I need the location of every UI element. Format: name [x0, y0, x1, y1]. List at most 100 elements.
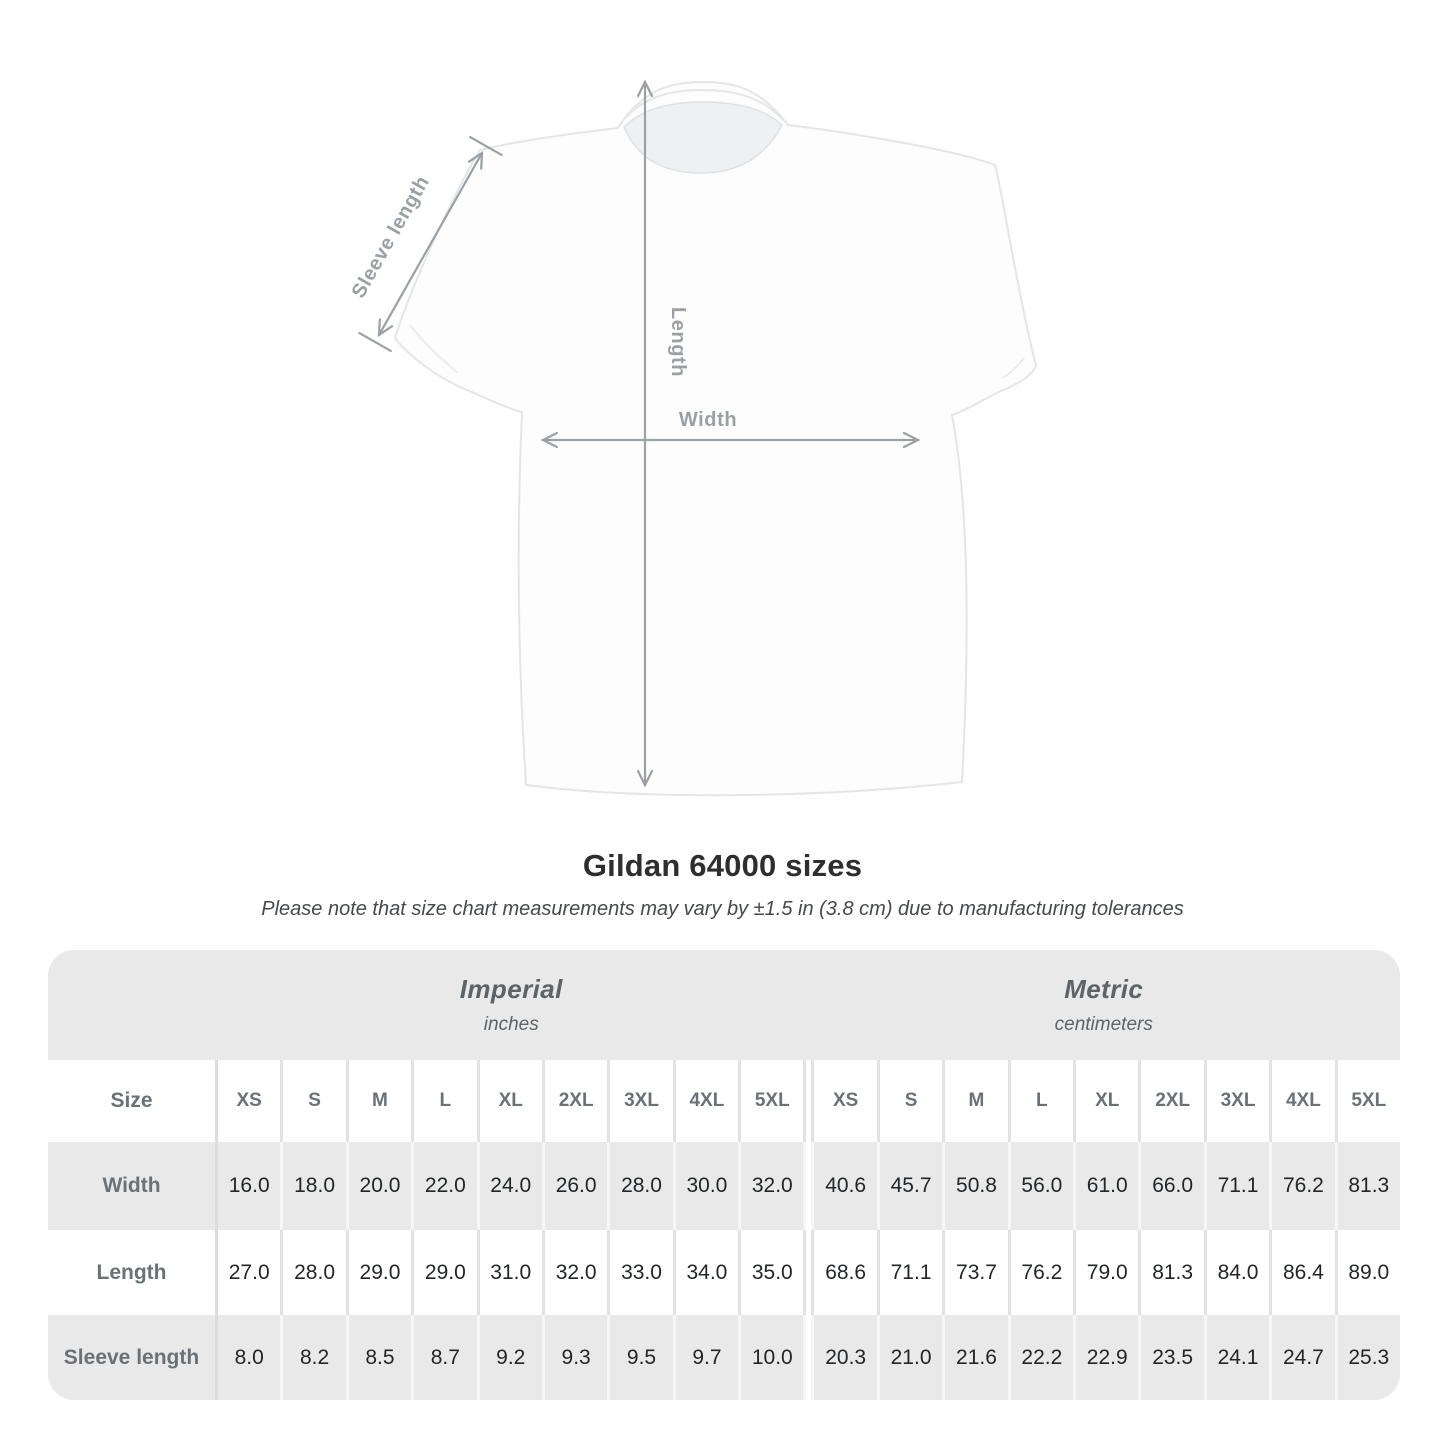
left-cuff-seam [409, 324, 459, 374]
value-cell: 61.0 [1073, 1142, 1138, 1230]
tshirt-measurement-diagram: Width Length Sleeve length [348, 79, 1038, 797]
value-cell: 28.0 [280, 1230, 345, 1315]
col-header-metric-l: L [1007, 1060, 1073, 1142]
value-cell: 26.0 [541, 1142, 607, 1230]
sleeve-length-dimension-arrow [358, 136, 503, 352]
value-cell: 35.0 [738, 1230, 803, 1315]
value-cell: 20.0 [345, 1142, 411, 1230]
value-cell: 24.0 [476, 1142, 542, 1230]
group-divider [803, 1315, 812, 1400]
group-divider [803, 1060, 812, 1142]
tolerance-note: Please note that size chart measurements… [261, 898, 1184, 920]
value-cell: 89.0 [1334, 1230, 1400, 1315]
value-cell: 10.0 [738, 1315, 803, 1400]
col-header-imperial-5xl: 5XL [738, 1060, 803, 1142]
col-header-metric-5xl: 5XL [1334, 1060, 1400, 1142]
value-cell: 32.0 [541, 1230, 607, 1315]
group-divider [803, 1142, 812, 1230]
value-cell: 81.3 [1138, 1230, 1203, 1315]
table-row-sleeve-length: Sleeve length 8.0 8.2 8.5 8.7 9.2 9.3 9.… [48, 1315, 1400, 1400]
value-cell: 28.0 [607, 1142, 672, 1230]
value-cell: 21.0 [876, 1315, 942, 1400]
col-header-imperial-2xl: 2XL [541, 1060, 607, 1142]
value-cell: 84.0 [1203, 1230, 1269, 1315]
col-header-metric-2xl: 2XL [1138, 1060, 1203, 1142]
value-cell: 22.9 [1073, 1315, 1138, 1400]
neck-hole [623, 101, 783, 174]
size-chart-table: Imperial inches Metric centimeters Size … [48, 950, 1400, 1400]
size-header-row: Size XS S M L XL 2XL 3XL 4XL 5XL XS S M … [48, 1060, 1400, 1142]
value-cell: 8.0 [215, 1315, 280, 1400]
imperial-group-header: Imperial inches [215, 950, 808, 1060]
col-header-imperial-4xl: 4XL [672, 1060, 738, 1142]
metric-group-name: Metric [1064, 974, 1144, 1004]
value-cell: 34.0 [672, 1230, 738, 1315]
col-header-imperial-s: S [280, 1060, 345, 1142]
metric-group-unit: centimeters [1054, 1014, 1153, 1035]
col-header-metric-3xl: 3XL [1203, 1060, 1269, 1142]
right-cuff-seam [1001, 357, 1025, 379]
value-cell: 86.4 [1269, 1230, 1334, 1315]
value-cell: 25.3 [1334, 1315, 1400, 1400]
metric-group-header: Metric centimeters [808, 950, 1401, 1060]
value-cell: 50.8 [942, 1142, 1007, 1230]
value-cell: 21.6 [942, 1315, 1007, 1400]
value-cell: 66.0 [1138, 1142, 1203, 1230]
collar-seam [620, 88, 785, 124]
value-cell: 33.0 [607, 1230, 672, 1315]
unit-group-header-row: Imperial inches Metric centimeters [48, 950, 1400, 1060]
table-row-width: Width 16.0 18.0 20.0 22.0 24.0 26.0 28.0… [48, 1142, 1400, 1230]
value-cell: 29.0 [345, 1230, 411, 1315]
col-header-metric-xl: XL [1073, 1060, 1138, 1142]
value-cell: 71.1 [876, 1230, 942, 1315]
value-cell: 79.0 [1073, 1230, 1138, 1315]
size-chart-title: Gildan 64000 sizes [582, 848, 863, 883]
value-cell: 76.2 [1007, 1230, 1073, 1315]
value-cell: 71.1 [1203, 1142, 1269, 1230]
value-cell: 31.0 [476, 1230, 542, 1315]
value-cell: 73.7 [942, 1230, 1007, 1315]
width-label: Width [679, 409, 737, 431]
value-cell: 24.1 [1203, 1315, 1269, 1400]
tshirt-illustration [393, 80, 1038, 797]
imperial-group-unit: inches [483, 1014, 539, 1035]
col-header-metric-s: S [876, 1060, 942, 1142]
length-dimension-arrow [636, 79, 654, 788]
value-cell: 40.6 [811, 1142, 876, 1230]
group-divider [803, 1230, 812, 1315]
value-cell: 16.0 [215, 1142, 280, 1230]
value-cell: 8.5 [345, 1315, 411, 1400]
value-cell: 22.0 [411, 1142, 476, 1230]
value-cell: 29.0 [411, 1230, 476, 1315]
value-cell: 9.2 [476, 1315, 542, 1400]
value-cell: 68.6 [811, 1230, 876, 1315]
value-cell: 76.2 [1269, 1142, 1334, 1230]
width-dimension-arrow [540, 431, 921, 449]
value-cell: 56.0 [1007, 1142, 1073, 1230]
col-header-metric-4xl: 4XL [1269, 1060, 1334, 1142]
value-cell: 9.7 [672, 1315, 738, 1400]
col-header-imperial-3xl: 3XL [607, 1060, 672, 1142]
col-header-imperial-m: M [345, 1060, 411, 1142]
value-cell: 27.0 [215, 1230, 280, 1315]
row-label-sleeve-length: Sleeve length [63, 1345, 200, 1369]
band-corner [48, 950, 215, 1060]
corner-size-label: Size [110, 1089, 153, 1112]
row-label-length: Length [96, 1260, 167, 1284]
col-header-metric-xs: XS [811, 1060, 876, 1142]
col-header-metric-m: M [942, 1060, 1007, 1142]
value-cell: 45.7 [876, 1142, 942, 1230]
value-cell: 23.5 [1138, 1315, 1203, 1400]
value-cell: 18.0 [280, 1142, 345, 1230]
value-cell: 30.0 [672, 1142, 738, 1230]
value-cell: 9.5 [607, 1315, 672, 1400]
row-label-width: Width [102, 1174, 161, 1197]
col-header-imperial-l: L [411, 1060, 476, 1142]
value-cell: 8.7 [411, 1315, 476, 1400]
value-cell: 81.3 [1334, 1142, 1400, 1230]
value-cell: 20.3 [811, 1315, 876, 1400]
table-row-length: Length 27.0 28.0 29.0 29.0 31.0 32.0 33.… [48, 1230, 1400, 1315]
value-cell: 9.3 [541, 1315, 607, 1400]
value-cell: 24.7 [1269, 1315, 1334, 1400]
imperial-group-name: Imperial [459, 974, 563, 1004]
